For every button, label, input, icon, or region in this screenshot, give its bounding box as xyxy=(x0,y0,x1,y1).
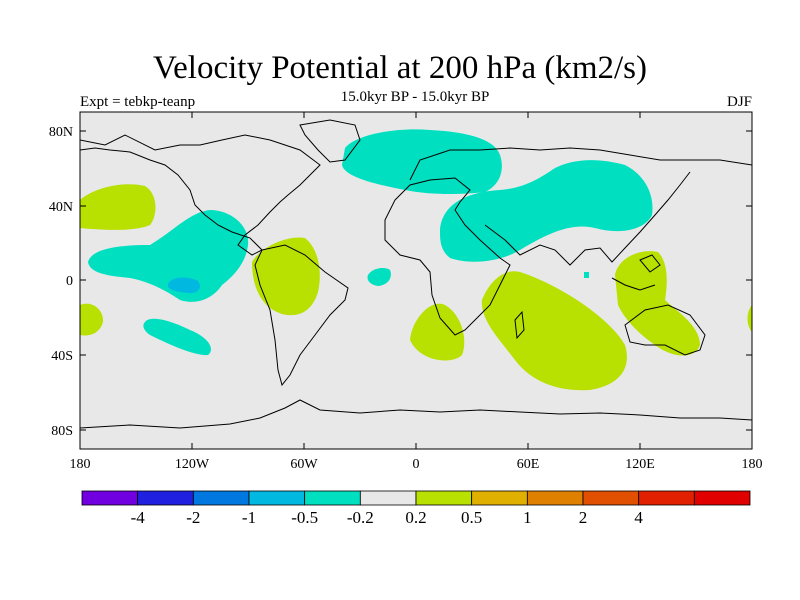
region-north-pacific-positive xyxy=(80,184,156,230)
colorbar-label: -4 xyxy=(131,508,146,527)
coast-europe-africa xyxy=(384,177,511,336)
lat-label-0: 0 xyxy=(66,274,73,289)
lon-label-60w: 60W xyxy=(290,457,318,472)
region-indian-small-negative xyxy=(584,272,589,278)
colorbar-label: 4 xyxy=(634,508,643,527)
region-northern-eurasia-negative xyxy=(342,129,502,195)
lat-label-80s: 80S xyxy=(51,424,73,439)
colorbar-labels: -4 -2 -1 -0.5 -0.2 0.2 0.5 1 2 4 xyxy=(131,508,644,527)
coast-eurasia-north xyxy=(409,147,752,181)
colorbar-swatch xyxy=(192,490,250,506)
colorbar-swatch xyxy=(81,490,139,506)
colorbar-swatch xyxy=(638,490,695,506)
coast-asia-south xyxy=(484,171,691,266)
region-sw-pacific-west-positive xyxy=(80,303,104,336)
colorbar xyxy=(81,490,751,506)
plot-title: Velocity Potential at 200 hPa (km2/s) xyxy=(152,50,648,86)
coast-south-america xyxy=(254,244,349,387)
lon-ticks xyxy=(191,112,641,449)
coast-australia xyxy=(624,304,706,356)
colorbar-swatch xyxy=(582,490,640,506)
region-south-atlantic-positive xyxy=(410,303,465,361)
coast-north-america xyxy=(80,134,321,256)
colorbar-swatch xyxy=(526,490,584,506)
coastlines xyxy=(80,119,752,429)
lat-label-40n: 40N xyxy=(49,200,73,215)
region-eastern-pacific-core-negative xyxy=(167,277,200,294)
colorbar-label: -1 xyxy=(242,508,256,527)
coast-greenland xyxy=(299,119,361,163)
shaded-regions xyxy=(80,129,752,391)
colorbar-label: 2 xyxy=(579,508,588,527)
region-tropical-atlantic-negative xyxy=(367,267,391,286)
colorbar-swatch xyxy=(415,490,473,506)
region-asia-negative xyxy=(440,160,653,262)
colorbar-swatch xyxy=(471,490,528,506)
experiment-label: Expt = tebkp-teanp xyxy=(80,94,196,110)
colorbar-label: -2 xyxy=(186,508,200,527)
lon-label-180e: 180 xyxy=(742,457,763,472)
colorbar-swatch xyxy=(693,490,751,506)
region-sw-pacific-east-positive xyxy=(747,305,752,332)
plot-subtitle: 15.0kyr BP - 15.0kyr BP xyxy=(340,89,490,105)
lon-label-120e: 120E xyxy=(625,457,655,472)
colorbar-swatch xyxy=(304,490,361,506)
coast-antarctica xyxy=(80,399,752,429)
colorbar-label: -0.5 xyxy=(291,508,318,527)
region-indian-ocean-positive xyxy=(481,271,627,391)
colorbar-swatch xyxy=(248,490,306,506)
region-maritime-continent-positive xyxy=(615,251,700,356)
region-south-america-positive xyxy=(252,237,320,316)
region-eastern-pacific-negative xyxy=(88,210,249,302)
coast-madagascar xyxy=(514,310,525,340)
lat-label-40s: 40S xyxy=(51,349,73,364)
colorbar-label: 0.5 xyxy=(461,508,482,527)
colorbar-label: 1 xyxy=(523,508,532,527)
lon-label-180w: 180 xyxy=(70,457,91,472)
lon-label-60e: 60E xyxy=(517,457,540,472)
season-label: DJF xyxy=(726,94,752,110)
region-south-pacific-negative xyxy=(143,318,211,356)
coast-maritime-continent xyxy=(611,254,661,291)
lat-label-80n: 80N xyxy=(49,125,73,140)
colorbar-label: 0.2 xyxy=(405,508,426,527)
lon-label-0: 0 xyxy=(413,457,420,472)
colorbar-swatch xyxy=(137,490,194,506)
colorbar-swatch xyxy=(359,490,417,506)
lat-ticks xyxy=(80,130,752,431)
colorbar-label: -0.2 xyxy=(347,508,374,527)
lon-label-120w: 120W xyxy=(175,457,210,472)
